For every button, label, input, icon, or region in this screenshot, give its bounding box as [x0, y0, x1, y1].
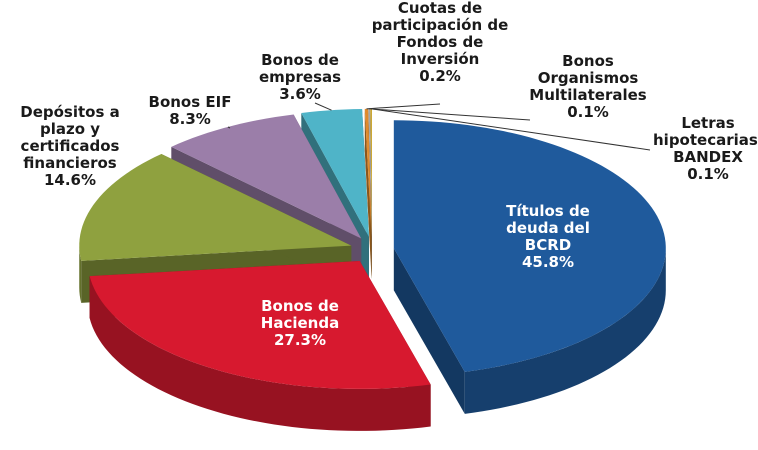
leader-line	[371, 108, 651, 151]
pie-slice	[89, 260, 431, 431]
category-name: Bonos Organismos Multilaterales	[529, 52, 647, 104]
category-name: Bonos de empresas	[258, 51, 342, 86]
value-label: 45.8%	[521, 253, 575, 271]
slice-side	[364, 108, 372, 279]
slice-label: Letras hipotecarias-BANDEX 0.1%	[653, 115, 758, 183]
leader-line	[314, 102, 332, 111]
slice-top	[301, 108, 369, 237]
slice-top	[79, 153, 352, 261]
value-label: 0.1%	[567, 103, 609, 121]
slice-label: Bonos EIF 8.3%	[140, 94, 240, 128]
value-label: 27.3%	[273, 331, 327, 349]
category-name: Cuotas de participación de Fondos de Inv…	[371, 0, 509, 68]
leader-line	[369, 108, 531, 121]
slice-wall	[89, 276, 431, 431]
slice-wall	[79, 245, 82, 303]
value-label: 0.2%	[419, 67, 461, 85]
slice-wall	[464, 248, 666, 414]
value-label: 3.6%	[279, 85, 321, 103]
slice-top	[364, 108, 372, 237]
slice-label: Bonos de Hacienda 27.3%	[230, 298, 370, 349]
pie-slice	[364, 108, 372, 279]
slice-top	[171, 114, 362, 239]
leader-line	[366, 103, 441, 110]
slice-label: Bonos Organismos Multilaterales 0.1%	[523, 53, 653, 121]
slice-label: Títulos de deuda del BCRD 45.8%	[483, 203, 613, 271]
slice-top	[393, 120, 666, 372]
pie-slice	[393, 120, 666, 414]
slice-top	[89, 260, 431, 389]
category-name: Bonos de Hacienda	[260, 297, 340, 332]
slice-label: Cuotas de participación de Fondos de Inv…	[365, 0, 515, 85]
category-name: Depósitos a plazo y certificados financi…	[20, 103, 120, 172]
slice-top	[368, 108, 372, 237]
leader-line	[227, 126, 231, 129]
value-label: 0.1%	[687, 165, 729, 183]
value-label: 14.6%	[43, 171, 97, 189]
slice-top	[370, 108, 372, 237]
slice-label: Depósitos a plazo y certificados financi…	[0, 104, 140, 189]
slice-side	[393, 248, 465, 414]
value-label: 8.3%	[169, 110, 211, 128]
category-name: Bonos EIF	[148, 93, 232, 111]
category-name: Títulos de deuda del BCRD	[506, 202, 590, 254]
category-name: Letras hipotecarias-BANDEX	[653, 114, 758, 166]
slice-label: Bonos de empresas 3.6%	[245, 52, 355, 103]
